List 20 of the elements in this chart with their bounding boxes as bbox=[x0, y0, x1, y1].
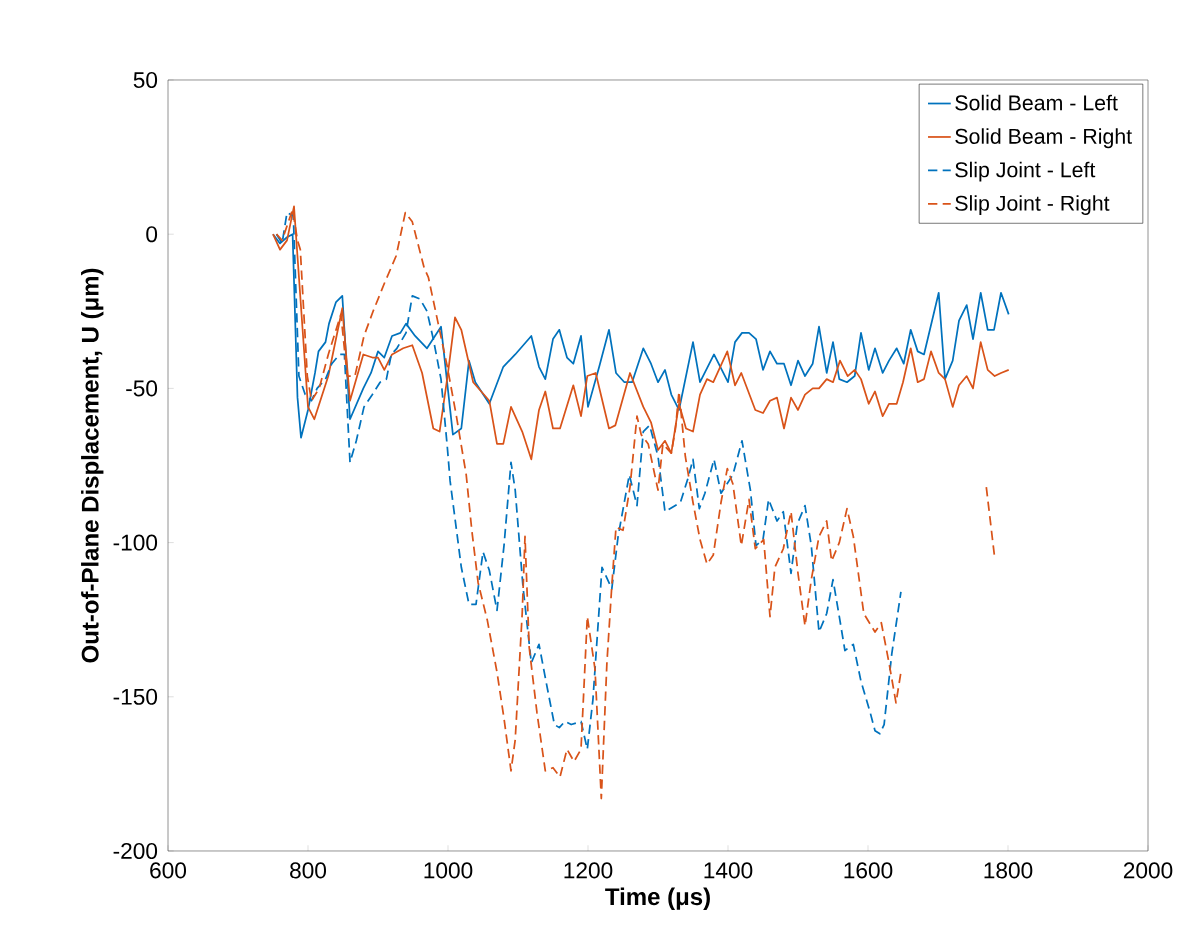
y-tick-label: 0 bbox=[146, 226, 158, 243]
x-tick-label: 1200 bbox=[564, 862, 613, 879]
y-tick-label: -50 bbox=[126, 380, 158, 397]
x-axis-title: Time (μs) bbox=[605, 887, 710, 910]
y-tick-label: 50 bbox=[133, 71, 158, 89]
x-tick-label: 1400 bbox=[704, 862, 753, 879]
x-tick-label: 2000 bbox=[1123, 862, 1173, 879]
x-tick-label: 1000 bbox=[424, 862, 473, 879]
y-tick-label: -100 bbox=[113, 534, 158, 551]
legend-label: Slip Joint - Left bbox=[955, 161, 1096, 182]
x-tick-label: 1600 bbox=[844, 862, 893, 879]
legend-label: Slip Joint - Right bbox=[955, 195, 1110, 216]
y-tick-label: -150 bbox=[113, 688, 158, 705]
y-tick-label: -200 bbox=[113, 842, 158, 860]
x-tick-label: 600 bbox=[150, 862, 187, 879]
y-axis-title: Out-of-Plane Displacement, U (μm) bbox=[81, 268, 104, 663]
x-tick-label: 1800 bbox=[984, 862, 1033, 879]
legend-label: Solid Beam - Left bbox=[955, 94, 1118, 111]
legend-label: Solid Beam - Right bbox=[955, 128, 1132, 149]
x-tick-label: 800 bbox=[290, 862, 327, 879]
